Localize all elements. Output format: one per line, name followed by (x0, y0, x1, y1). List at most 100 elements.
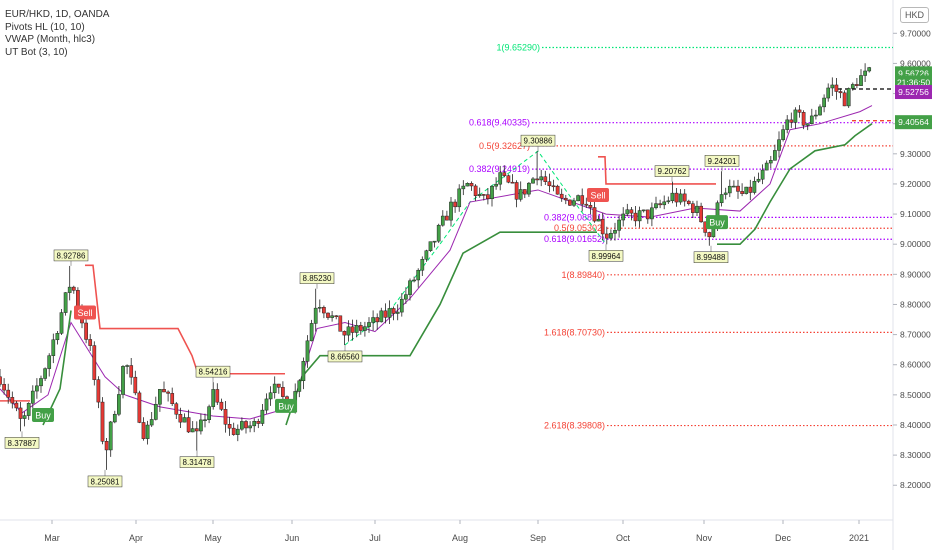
candle-body (313, 307, 318, 324)
candle (358, 321, 363, 335)
candle-body (723, 192, 728, 195)
candle (633, 205, 638, 227)
candle-body (51, 339, 56, 356)
candle (379, 307, 384, 323)
candle-body (326, 312, 330, 318)
candle-body (55, 333, 60, 341)
candle-body (584, 203, 589, 206)
candle (223, 401, 228, 433)
candle-body (39, 378, 43, 387)
candle (71, 285, 76, 294)
time-tick-label: Nov (696, 533, 713, 543)
candle (51, 333, 56, 364)
candle (203, 413, 207, 428)
candle-body (133, 376, 138, 394)
candle-body (404, 294, 408, 300)
pivot-label-text: 8.37887 (8, 439, 37, 448)
candle (334, 315, 339, 320)
candle (846, 87, 851, 108)
candle-body (748, 186, 753, 193)
candle-body (248, 425, 252, 429)
signal-box (706, 215, 728, 230)
candle-body (514, 182, 519, 200)
candle-body (375, 317, 380, 323)
candle (363, 321, 367, 337)
candle (785, 115, 790, 134)
candle (104, 437, 109, 470)
candle-body (18, 407, 23, 419)
candle-body (408, 280, 412, 295)
time-axis[interactable]: Mar Apr May Jun Jul Aug Sep Oct Nov Dec 2021 (0, 519, 893, 543)
candle (719, 171, 724, 207)
indicator-ut-bot[interactable]: UT Bot (3, 10) (5, 46, 68, 58)
candle (317, 299, 322, 313)
candle-body (445, 215, 449, 221)
candle-body (354, 325, 359, 333)
candle (194, 421, 199, 451)
time-tick-label: Dec (775, 533, 792, 543)
candle (399, 293, 404, 317)
candle-body (47, 355, 52, 369)
candle (797, 105, 802, 118)
symbol-title[interactable]: EUR/HKD, 1D, OANDA (5, 9, 110, 20)
currency-button[interactable]: HKD (900, 7, 929, 23)
indicator-vwap[interactable]: VWAP (Month, hlc3) (5, 34, 96, 45)
candle-body (346, 326, 351, 336)
fib-level-label: 0.618(9.40335) (469, 118, 530, 128)
candle (863, 63, 867, 82)
candle-body (145, 424, 150, 439)
pivot-high-label: 9.24201 (704, 155, 740, 172)
candle-body (96, 379, 101, 403)
fib-level-label: 0.618(9.01652) (544, 234, 605, 244)
candle (662, 195, 667, 210)
candle-body (637, 210, 642, 222)
fib-level-label: 1.618(8.70730) (544, 327, 605, 337)
candle (248, 421, 252, 433)
candle (654, 196, 658, 210)
candle (678, 189, 683, 205)
candle (699, 202, 703, 223)
candle (346, 320, 351, 342)
candle-body (568, 199, 572, 206)
indicator-pivots[interactable]: Pivots HL (10, 10) (5, 21, 85, 33)
candle-body (596, 218, 601, 222)
candle-body (490, 185, 494, 200)
candle (838, 88, 843, 99)
signal-box (275, 398, 297, 413)
candle-body (199, 419, 203, 432)
candle (129, 358, 134, 385)
candle-body (580, 195, 585, 205)
candle-body (141, 422, 146, 439)
candle-body (383, 310, 388, 318)
candle-body (121, 366, 125, 395)
candle-body (711, 228, 716, 238)
candle (391, 306, 396, 321)
price-tick-label: 8.30000 (900, 450, 931, 460)
candle (338, 315, 343, 332)
candle-body (449, 201, 453, 221)
candle-body (658, 203, 662, 206)
candle (162, 381, 166, 393)
candle-body (387, 308, 392, 318)
candle (240, 417, 244, 431)
candle (453, 199, 457, 213)
candle-body (621, 213, 626, 221)
pivot-label-box (704, 155, 740, 167)
candle-body (469, 183, 474, 187)
candle-body (412, 279, 416, 282)
candle (158, 389, 162, 412)
candle-body (174, 403, 179, 415)
candle (830, 77, 835, 96)
candle (383, 303, 388, 324)
candle (756, 172, 761, 183)
candle (88, 334, 93, 351)
vwap-line (0, 105, 873, 420)
pivot-label-box (588, 250, 624, 262)
candle-body (764, 162, 769, 171)
candle-body (809, 115, 814, 124)
fib-level-label: 1(9.65290) (496, 42, 540, 52)
candle-body (527, 182, 531, 195)
candle (658, 199, 662, 209)
buy-signal: Buy (32, 407, 54, 422)
